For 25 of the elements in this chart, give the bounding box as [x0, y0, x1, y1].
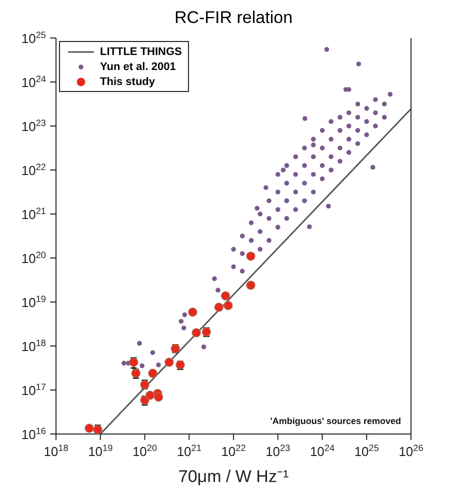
annotation: 'Ambiguous' sources removed — [270, 416, 401, 426]
x-tick-label: 10$^{24}$ — [310, 443, 335, 459]
y-tick-label: 10$^{22}$ — [21, 162, 46, 178]
x-tick-label: 10$^{18}$ — [44, 443, 68, 459]
x-tick-label: 10$^{20}$ — [132, 443, 158, 459]
chart-title: RC-FIR relation — [173, 8, 294, 28]
y-tick-label: 10$^{21}$ — [21, 206, 46, 222]
x-tick-label: 10$^{21}$ — [176, 443, 202, 459]
legend-label: This study — [100, 76, 156, 88]
y-tick-label: 10$^{19}$ — [21, 294, 46, 310]
x-tick-label: 10$^{25}$ — [354, 443, 379, 459]
y-tick-label: 10$^{16}$ — [21, 426, 46, 442]
x-tick-label: 10$^{22}$ — [221, 443, 246, 459]
y-tick-label: 10$^{18}$ — [21, 338, 46, 354]
legend-label: Yun et al. 2001 — [100, 60, 176, 72]
y-tick-label: 10$^{24}$ — [21, 74, 46, 90]
legend-label: LITTLE THINGS — [100, 46, 182, 58]
x-tick-label: 10$^{19}$ — [88, 443, 113, 459]
y-tick-label: 10$^{17}$ — [21, 382, 46, 398]
x-tick-label: 10$^{23}$ — [266, 443, 290, 459]
y-tick-label: 10$^{25}$ — [21, 30, 46, 46]
x-axis-title: 70μm / W Hz⁻¹ — [178, 467, 289, 486]
y-tick-label: 10$^{20}$ — [21, 250, 46, 266]
y-tick-label: 10$^{23}$ — [21, 118, 46, 134]
x-tick-label: 10$^{26}$ — [398, 443, 424, 459]
